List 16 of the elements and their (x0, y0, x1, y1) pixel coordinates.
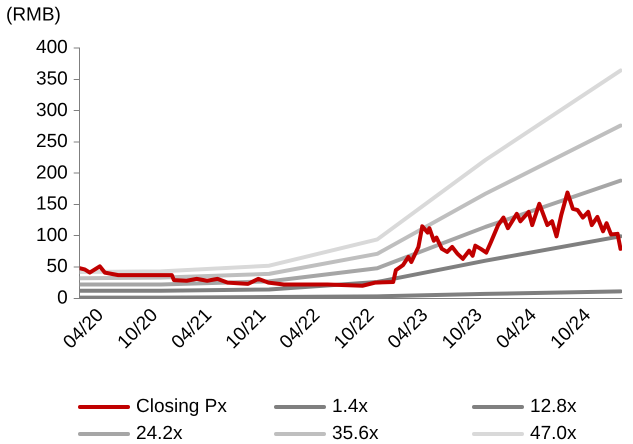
legend-label: 35.6x (332, 423, 378, 444)
y-tick-label: 400 (36, 37, 68, 58)
y-tick-label: 300 (36, 100, 68, 121)
y-tick-label: 100 (36, 224, 68, 246)
y-tick-label: 200 (36, 162, 68, 184)
y-tick-label: 350 (36, 68, 68, 90)
y-tick-label: 0 (57, 287, 68, 308)
y-tick-label: 150 (36, 194, 68, 215)
y-tick-label: 250 (36, 131, 68, 152)
legend-label: Closing Px (136, 396, 227, 418)
legend-label: 24.2x (136, 423, 182, 444)
y-axis-title: (RMB) (6, 4, 61, 26)
legend-label: 47.0x (530, 423, 576, 444)
legend-label: 1.4x (332, 396, 368, 418)
y-tick-label: 50 (46, 256, 68, 278)
legend-label: 12.8x (530, 396, 576, 418)
